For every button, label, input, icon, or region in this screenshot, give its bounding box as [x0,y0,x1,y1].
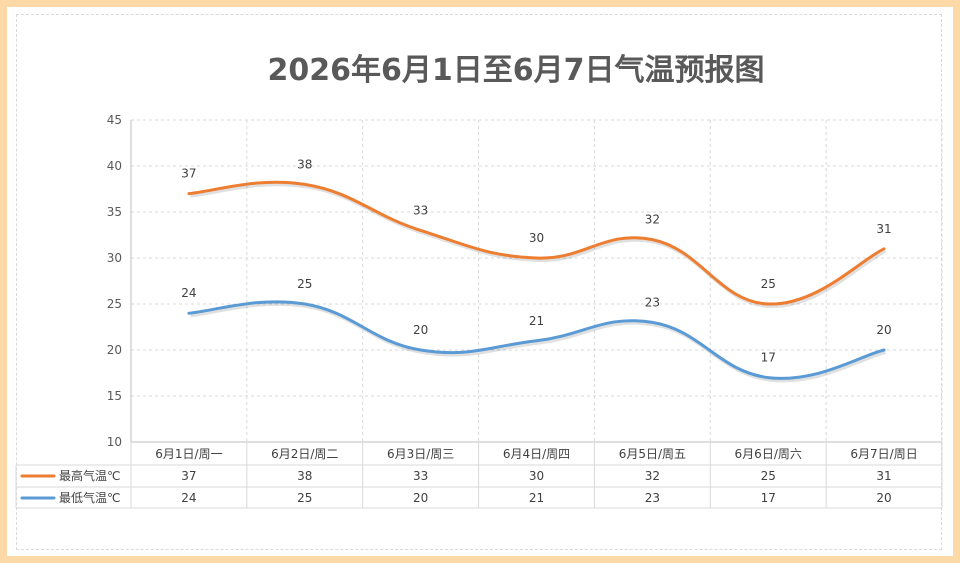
y-tick-label: 15 [107,389,122,403]
series-line-high [187,180,886,306]
y-tick-label: 30 [107,251,122,265]
y-tick-label: 25 [107,297,122,311]
series-line-low [187,300,886,380]
table-cell: 25 [761,469,776,483]
data-label: 21 [529,314,544,328]
table-cell: 32 [645,469,660,483]
data-label: 25 [761,277,776,291]
series-shadow [190,302,886,383]
table-cell: 30 [529,469,544,483]
data-label: 31 [876,222,891,236]
table-cell: 23 [645,491,660,505]
data-label: 25 [297,277,312,291]
data-label: 38 [297,157,312,171]
y-tick-label: 20 [107,343,122,357]
data-label: 32 [645,213,660,227]
x-tick-label: 6月4日/周四 [503,447,570,461]
table-cell: 20 [413,491,428,505]
data-table: 6月1日/周一 6月2日/周二 6月3日/周三 6月4日/周四 6月5日/周五 6月6日/… [15,442,943,509]
x-tick-label: 6月2日/周二 [271,447,338,461]
data-label: 33 [413,203,428,217]
data-label: 24 [181,286,196,300]
x-tick-label: 6月6日/周六 [735,447,802,461]
grid [130,119,943,443]
table-cell: 20 [876,491,891,505]
data-label: 20 [413,323,428,337]
data-label: 37 [181,167,196,181]
x-tick-label: 6月3日/周三 [387,447,454,461]
x-tick-label: 6月1日/周一 [155,447,222,461]
x-tick-label: 6月7日/周日 [850,447,917,461]
x-tick-label: 6月5日/周五 [619,447,686,461]
legend-label: 最低气温℃ [59,490,120,505]
legend-label: 最高气温℃ [59,468,120,483]
data-label: 30 [529,231,544,245]
table-cell: 21 [529,491,544,505]
chart-title: 2026年6月1日至6月7日气温预报图 [268,53,765,88]
table-cell: 31 [876,469,891,483]
table-cell: 37 [181,469,196,483]
y-tick-label: 10 [107,435,122,449]
series [187,180,887,383]
table-cell: 38 [297,469,312,483]
y-axis: 10 15 20 25 30 35 40 45 [107,113,122,449]
table-cell: 17 [761,491,776,505]
table-cell: 25 [297,491,312,505]
table-cell: 33 [413,469,428,483]
y-tick-label: 45 [107,113,122,127]
data-label: 23 [645,295,660,309]
y-tick-label: 40 [107,159,122,173]
series-shadow [190,183,887,309]
data-labels: 37 38 33 30 32 25 31 24 25 20 21 23 17 20 [181,157,891,364]
data-label: 17 [761,351,776,365]
data-label: 20 [876,323,891,337]
y-tick-label: 35 [107,205,122,219]
table-cell: 24 [181,491,196,505]
